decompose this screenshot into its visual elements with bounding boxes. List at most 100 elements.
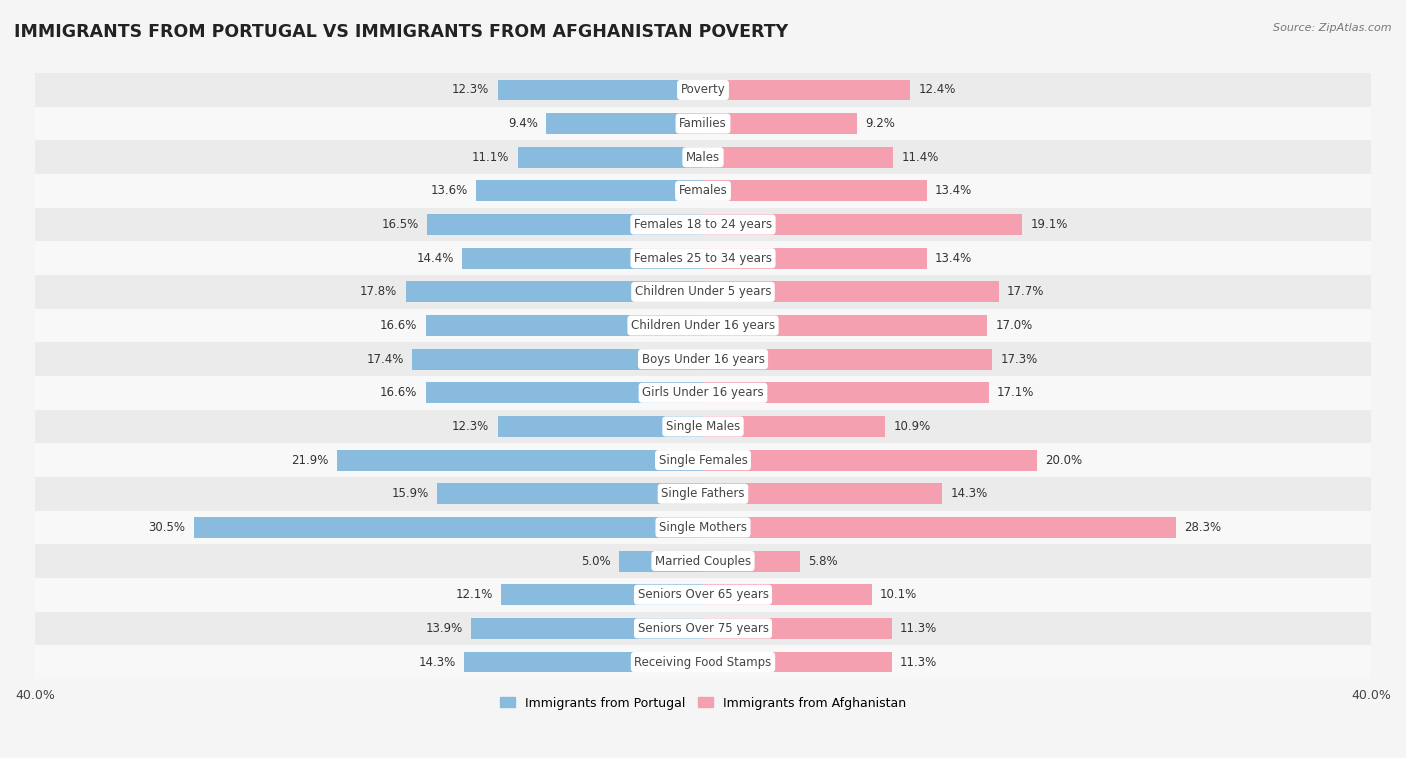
Bar [703, 248, 927, 268]
Text: 21.9%: 21.9% [291, 453, 329, 467]
Text: 12.1%: 12.1% [456, 588, 492, 601]
Bar [703, 281, 998, 302]
Text: 17.7%: 17.7% [1007, 285, 1045, 299]
Bar [427, 214, 703, 235]
Text: Seniors Over 65 years: Seniors Over 65 years [637, 588, 769, 601]
Bar [426, 382, 703, 403]
Bar [194, 517, 703, 538]
Bar [35, 241, 1371, 275]
Bar [406, 281, 703, 302]
Bar [35, 208, 1371, 241]
Bar [703, 449, 1038, 471]
Bar [703, 550, 800, 572]
Text: 13.4%: 13.4% [935, 184, 973, 197]
Text: 13.4%: 13.4% [935, 252, 973, 265]
Text: 12.4%: 12.4% [918, 83, 956, 96]
Text: 16.6%: 16.6% [380, 387, 418, 399]
Bar [464, 652, 703, 672]
Bar [703, 315, 987, 336]
Bar [703, 652, 891, 672]
Text: 11.3%: 11.3% [900, 656, 938, 669]
Text: 17.8%: 17.8% [360, 285, 398, 299]
Text: Seniors Over 75 years: Seniors Over 75 years [637, 622, 769, 635]
Bar [35, 140, 1371, 174]
Bar [35, 477, 1371, 511]
Bar [498, 416, 703, 437]
Text: 28.3%: 28.3% [1184, 521, 1222, 534]
Text: Families: Families [679, 117, 727, 130]
Bar [546, 113, 703, 134]
Text: Children Under 16 years: Children Under 16 years [631, 319, 775, 332]
Text: 15.9%: 15.9% [392, 487, 429, 500]
Bar [703, 618, 891, 639]
Text: Poverty: Poverty [681, 83, 725, 96]
Text: Males: Males [686, 151, 720, 164]
Bar [35, 612, 1371, 645]
Bar [703, 180, 927, 202]
Text: Females: Females [679, 184, 727, 197]
Bar [337, 449, 703, 471]
Bar [35, 376, 1371, 409]
Text: 16.5%: 16.5% [382, 218, 419, 231]
Bar [412, 349, 703, 370]
Bar [437, 484, 703, 504]
Text: 12.3%: 12.3% [451, 420, 489, 433]
Bar [35, 645, 1371, 679]
Text: IMMIGRANTS FROM PORTUGAL VS IMMIGRANTS FROM AFGHANISTAN POVERTY: IMMIGRANTS FROM PORTUGAL VS IMMIGRANTS F… [14, 23, 789, 41]
Text: 30.5%: 30.5% [148, 521, 186, 534]
Text: 10.1%: 10.1% [880, 588, 917, 601]
Text: 17.3%: 17.3% [1000, 352, 1038, 365]
Bar [703, 382, 988, 403]
Text: Source: ZipAtlas.com: Source: ZipAtlas.com [1274, 23, 1392, 33]
Text: Boys Under 16 years: Boys Under 16 years [641, 352, 765, 365]
Bar [35, 73, 1371, 107]
Text: Single Males: Single Males [666, 420, 740, 433]
Text: 13.9%: 13.9% [425, 622, 463, 635]
Bar [703, 484, 942, 504]
Text: 13.6%: 13.6% [430, 184, 468, 197]
Bar [475, 180, 703, 202]
Bar [703, 147, 893, 168]
Bar [703, 517, 1175, 538]
Text: Single Females: Single Females [658, 453, 748, 467]
Text: Single Fathers: Single Fathers [661, 487, 745, 500]
Text: 5.0%: 5.0% [582, 555, 612, 568]
Text: 16.6%: 16.6% [380, 319, 418, 332]
Bar [703, 584, 872, 605]
Bar [703, 416, 884, 437]
Bar [35, 443, 1371, 477]
Bar [498, 80, 703, 100]
Bar [703, 349, 993, 370]
Bar [703, 80, 910, 100]
Bar [35, 343, 1371, 376]
Text: 20.0%: 20.0% [1046, 453, 1083, 467]
Text: 11.3%: 11.3% [900, 622, 938, 635]
Bar [517, 147, 703, 168]
Text: Single Mothers: Single Mothers [659, 521, 747, 534]
Bar [471, 618, 703, 639]
Text: 11.4%: 11.4% [901, 151, 939, 164]
Bar [501, 584, 703, 605]
Text: 17.4%: 17.4% [367, 352, 404, 365]
Text: 14.3%: 14.3% [419, 656, 456, 669]
Text: 14.3%: 14.3% [950, 487, 987, 500]
Text: 17.1%: 17.1% [997, 387, 1035, 399]
Text: Married Couples: Married Couples [655, 555, 751, 568]
Bar [35, 511, 1371, 544]
Bar [35, 578, 1371, 612]
Bar [703, 113, 856, 134]
Bar [463, 248, 703, 268]
Bar [426, 315, 703, 336]
Text: Children Under 5 years: Children Under 5 years [634, 285, 772, 299]
Bar [35, 174, 1371, 208]
Text: Females 18 to 24 years: Females 18 to 24 years [634, 218, 772, 231]
Text: 17.0%: 17.0% [995, 319, 1032, 332]
Text: 5.8%: 5.8% [808, 555, 838, 568]
Text: Girls Under 16 years: Girls Under 16 years [643, 387, 763, 399]
Text: 9.2%: 9.2% [865, 117, 894, 130]
Text: 10.9%: 10.9% [893, 420, 931, 433]
Legend: Immigrants from Portugal, Immigrants from Afghanistan: Immigrants from Portugal, Immigrants fro… [495, 691, 911, 715]
Bar [35, 107, 1371, 140]
Bar [35, 275, 1371, 309]
Bar [35, 544, 1371, 578]
